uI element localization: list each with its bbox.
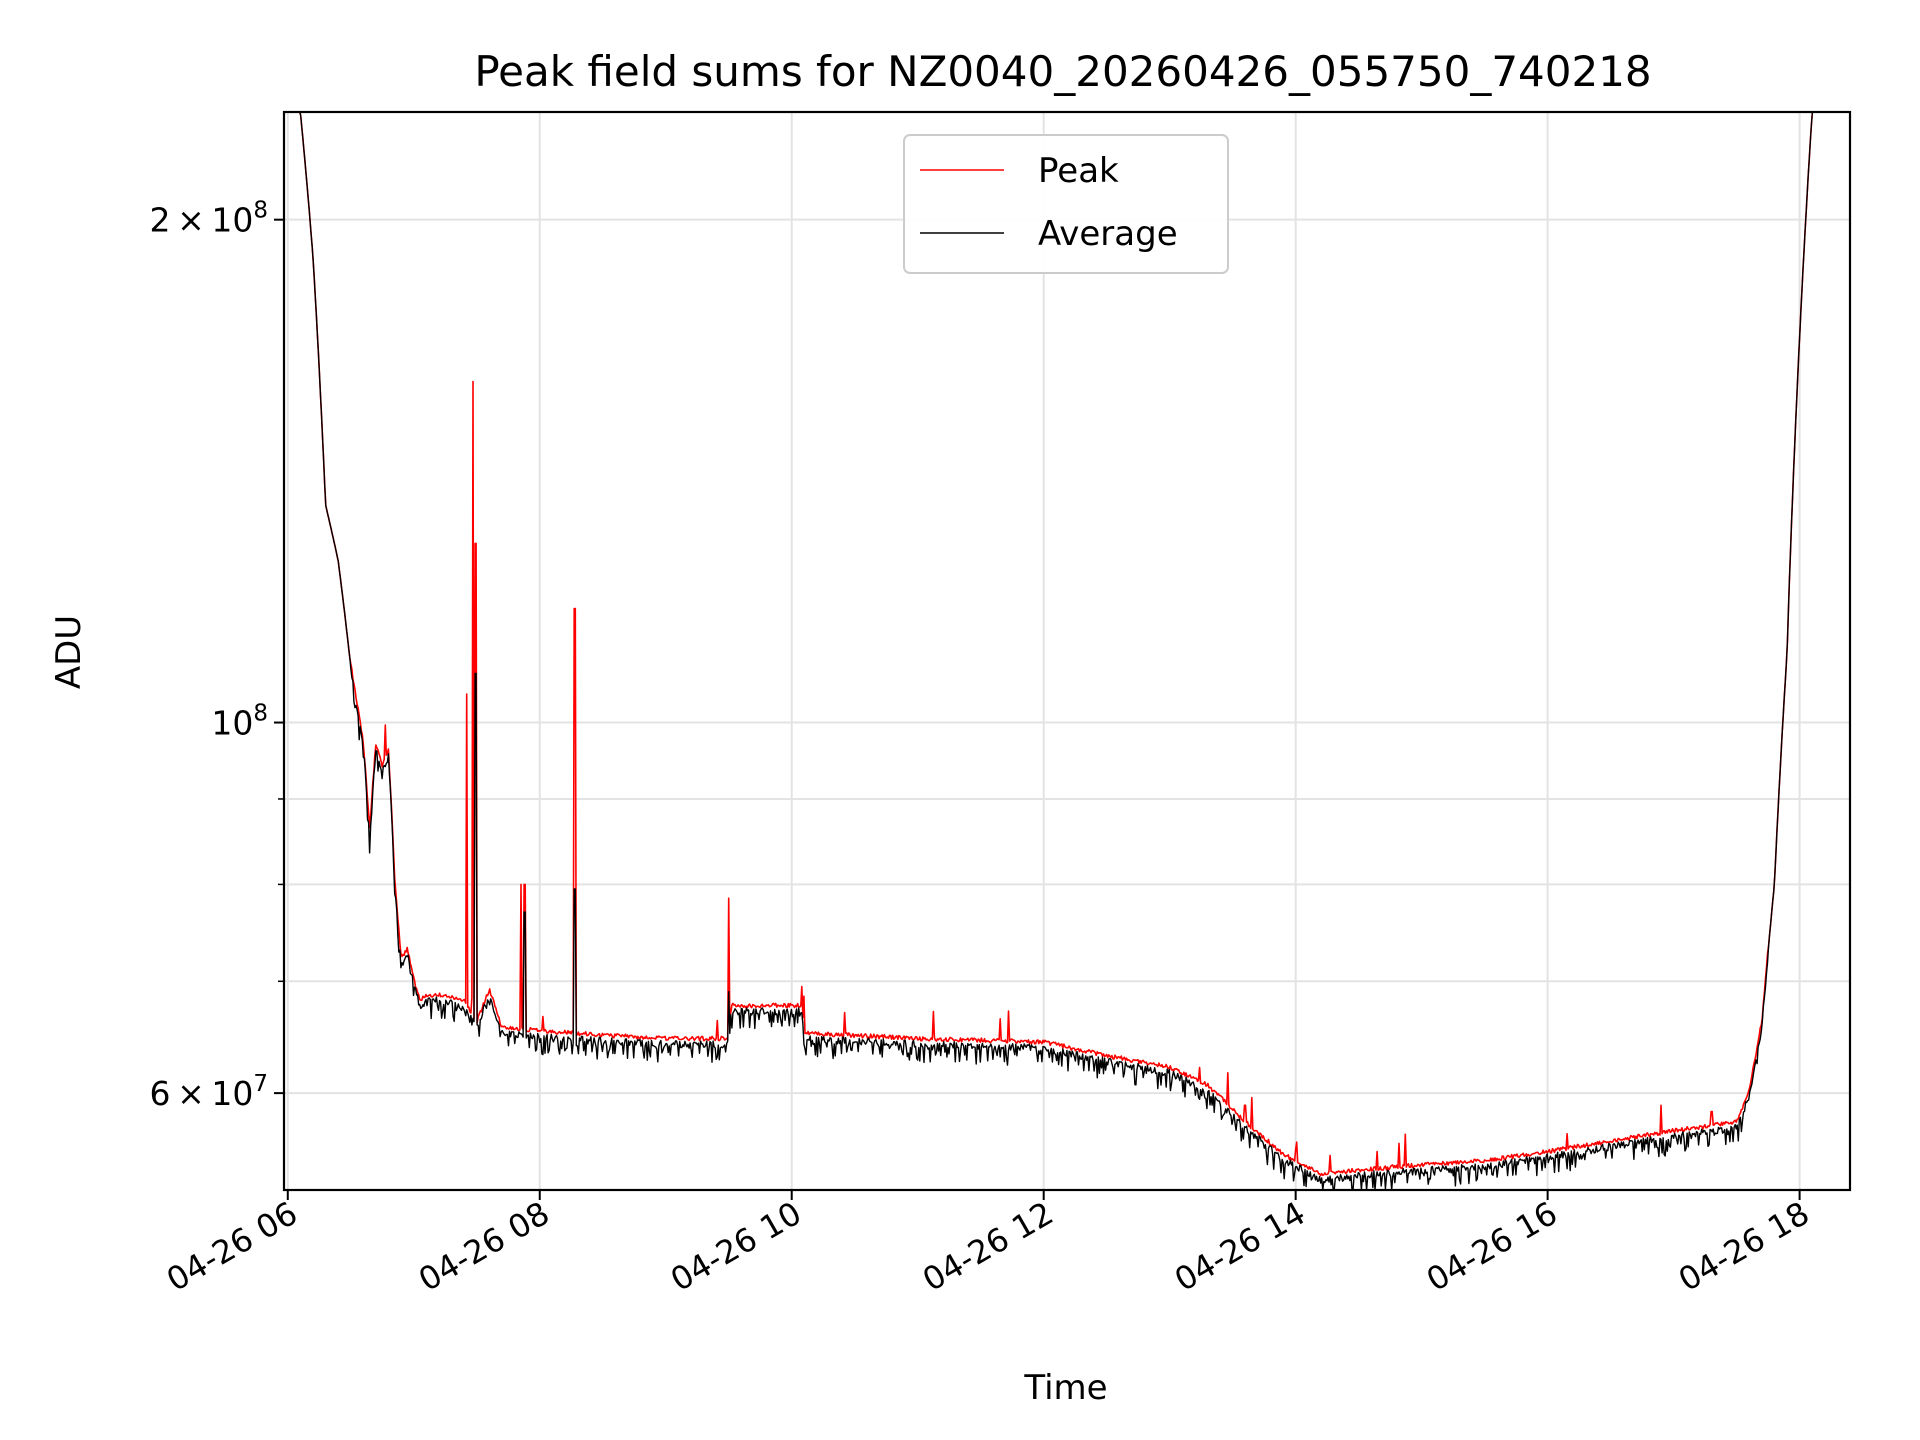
plot-lines <box>284 111 1850 1191</box>
legend-peak-label: Peak <box>1038 151 1119 191</box>
legend: Peak Average <box>903 134 1229 274</box>
y-tick-label: 6 × 107 <box>150 1071 268 1113</box>
y-axis: 6 × 107 108 2 × 108 <box>150 198 284 1113</box>
y-tick-label: 108 <box>211 701 268 743</box>
peak-series-line <box>284 111 1850 1177</box>
x-axis-label: Time <box>1023 1368 1107 1408</box>
plot-frame <box>282 110 1852 1192</box>
chart-title: Peak field sums for NZ0040_20260426_0557… <box>474 47 1651 96</box>
legend-average-label: Average <box>1038 214 1178 254</box>
y-axis-label: ADU <box>49 615 89 689</box>
y-tick-label: 2 × 108 <box>150 198 268 240</box>
average-series-line <box>284 111 1850 1191</box>
